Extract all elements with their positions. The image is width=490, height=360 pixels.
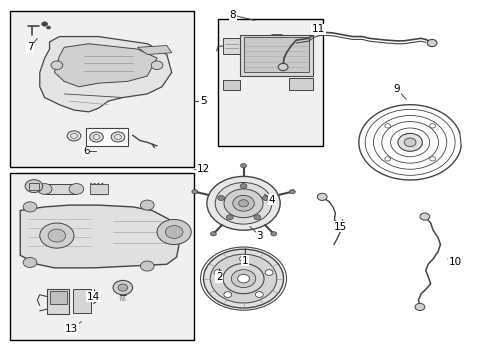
Circle shape [241, 163, 246, 168]
Circle shape [23, 202, 37, 212]
Circle shape [157, 220, 191, 244]
Circle shape [215, 183, 272, 224]
Text: 11: 11 [312, 24, 325, 35]
Text: 9: 9 [393, 84, 400, 94]
Text: 2: 2 [216, 272, 222, 282]
Circle shape [263, 195, 270, 201]
Circle shape [255, 292, 263, 297]
Circle shape [151, 61, 163, 69]
Circle shape [214, 270, 222, 275]
Text: 5: 5 [200, 96, 207, 106]
Circle shape [240, 256, 247, 262]
Circle shape [398, 134, 422, 151]
Circle shape [385, 157, 391, 161]
Circle shape [165, 226, 183, 238]
Circle shape [51, 61, 63, 69]
Polygon shape [20, 205, 179, 268]
Circle shape [40, 223, 74, 248]
Circle shape [427, 40, 437, 46]
Circle shape [203, 249, 284, 308]
Bar [10, 12, 194, 167]
Circle shape [385, 124, 391, 128]
Circle shape [240, 184, 247, 189]
Bar [90, 184, 108, 194]
Polygon shape [240, 35, 314, 76]
Circle shape [226, 215, 233, 220]
Text: 15: 15 [334, 222, 347, 231]
Circle shape [210, 231, 216, 236]
Polygon shape [289, 78, 314, 90]
Polygon shape [223, 80, 240, 90]
Text: 1: 1 [242, 256, 248, 266]
Circle shape [111, 132, 125, 142]
Text: 12: 12 [197, 164, 210, 174]
Circle shape [223, 264, 264, 294]
Circle shape [192, 189, 197, 194]
Circle shape [141, 200, 154, 210]
Polygon shape [47, 289, 69, 315]
Circle shape [404, 138, 416, 147]
Circle shape [210, 254, 277, 303]
Circle shape [218, 195, 224, 201]
Bar [86, 128, 128, 146]
Circle shape [265, 270, 273, 275]
Circle shape [118, 284, 128, 291]
Circle shape [141, 261, 154, 271]
Circle shape [420, 213, 430, 220]
Circle shape [231, 270, 256, 288]
Circle shape [318, 193, 327, 201]
Circle shape [47, 26, 50, 29]
Circle shape [224, 189, 263, 218]
Circle shape [42, 22, 48, 26]
Circle shape [90, 132, 103, 142]
Circle shape [233, 195, 254, 211]
Bar [218, 19, 323, 146]
Circle shape [48, 229, 66, 242]
Circle shape [430, 157, 436, 161]
FancyBboxPatch shape [73, 51, 139, 84]
Circle shape [207, 176, 280, 230]
Circle shape [69, 184, 84, 194]
Circle shape [430, 124, 436, 128]
Polygon shape [73, 289, 91, 313]
Polygon shape [54, 44, 157, 87]
Circle shape [113, 280, 133, 295]
Text: 10: 10 [448, 257, 462, 267]
FancyBboxPatch shape [18, 207, 103, 261]
Circle shape [25, 180, 43, 193]
Circle shape [415, 303, 425, 311]
Text: 14: 14 [87, 292, 100, 302]
Circle shape [238, 274, 249, 283]
Polygon shape [45, 184, 76, 194]
Circle shape [239, 200, 248, 207]
Circle shape [23, 257, 37, 267]
Bar [10, 173, 194, 339]
Circle shape [254, 215, 261, 220]
Text: 8: 8 [229, 10, 236, 20]
Circle shape [271, 231, 277, 236]
Text: 3: 3 [256, 231, 263, 240]
Circle shape [224, 292, 232, 297]
Polygon shape [138, 45, 172, 54]
FancyBboxPatch shape [105, 206, 180, 258]
Circle shape [67, 131, 81, 141]
Polygon shape [40, 37, 171, 112]
Circle shape [37, 184, 52, 194]
Text: 4: 4 [269, 195, 275, 205]
Text: 6: 6 [83, 146, 90, 156]
Circle shape [278, 63, 288, 71]
Text: 7: 7 [26, 42, 33, 52]
Bar [29, 183, 39, 190]
Polygon shape [223, 39, 240, 54]
Polygon shape [244, 37, 310, 72]
Polygon shape [49, 291, 67, 304]
Text: 13: 13 [65, 324, 78, 334]
Circle shape [290, 189, 295, 194]
